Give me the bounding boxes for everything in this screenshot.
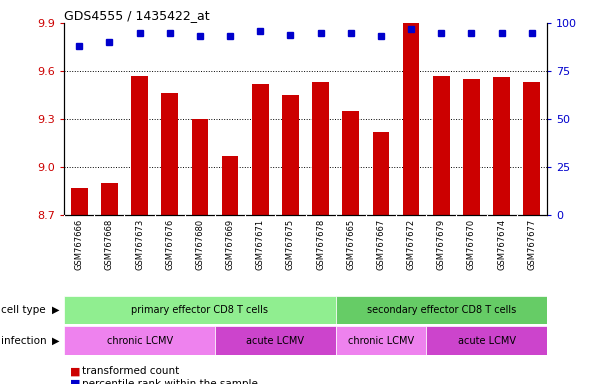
Text: chronic LCMV: chronic LCMV xyxy=(106,336,173,346)
Text: GSM767676: GSM767676 xyxy=(165,219,174,270)
Bar xyxy=(335,296,547,324)
Text: ■: ■ xyxy=(70,379,81,384)
Text: primary effector CD8 T cells: primary effector CD8 T cells xyxy=(131,305,268,315)
Text: GSM767680: GSM767680 xyxy=(196,219,205,270)
Bar xyxy=(64,296,335,324)
Text: percentile rank within the sample: percentile rank within the sample xyxy=(82,379,258,384)
Bar xyxy=(64,326,215,355)
Text: cell type: cell type xyxy=(1,305,46,315)
Text: infection: infection xyxy=(1,336,47,346)
Text: ▶: ▶ xyxy=(53,336,60,346)
Text: GSM767677: GSM767677 xyxy=(527,219,536,270)
Text: GSM767667: GSM767667 xyxy=(376,219,386,270)
Bar xyxy=(493,78,510,215)
Bar xyxy=(252,84,269,215)
Text: transformed count: transformed count xyxy=(82,366,180,376)
Bar xyxy=(312,82,329,215)
Bar xyxy=(215,326,335,355)
Text: GSM767672: GSM767672 xyxy=(406,219,415,270)
Text: GDS4555 / 1435422_at: GDS4555 / 1435422_at xyxy=(64,9,210,22)
Bar xyxy=(342,111,359,215)
Bar xyxy=(433,76,450,215)
Bar xyxy=(373,132,389,215)
Text: GSM767675: GSM767675 xyxy=(286,219,295,270)
Bar xyxy=(282,95,299,215)
Text: GSM767674: GSM767674 xyxy=(497,219,506,270)
Bar xyxy=(71,188,87,215)
Text: GSM767665: GSM767665 xyxy=(346,219,355,270)
Text: acute LCMV: acute LCMV xyxy=(458,336,516,346)
Bar xyxy=(403,23,419,215)
Text: ▶: ▶ xyxy=(53,305,60,315)
Text: GSM767668: GSM767668 xyxy=(105,219,114,270)
Bar xyxy=(161,93,178,215)
Text: secondary effector CD8 T cells: secondary effector CD8 T cells xyxy=(367,305,516,315)
Text: GSM767670: GSM767670 xyxy=(467,219,476,270)
Bar xyxy=(463,79,480,215)
Bar xyxy=(426,326,547,355)
Text: GSM767671: GSM767671 xyxy=(256,219,265,270)
Text: ■: ■ xyxy=(70,366,81,376)
Text: chronic LCMV: chronic LCMV xyxy=(348,336,414,346)
Bar xyxy=(335,326,426,355)
Bar xyxy=(101,183,118,215)
Text: GSM767673: GSM767673 xyxy=(135,219,144,270)
Bar xyxy=(524,82,540,215)
Text: GSM767678: GSM767678 xyxy=(316,219,325,270)
Text: acute LCMV: acute LCMV xyxy=(246,336,304,346)
Text: GSM767679: GSM767679 xyxy=(437,219,446,270)
Bar xyxy=(192,119,208,215)
Bar xyxy=(131,76,148,215)
Text: GSM767669: GSM767669 xyxy=(225,219,235,270)
Text: GSM767666: GSM767666 xyxy=(75,219,84,270)
Bar xyxy=(222,156,238,215)
